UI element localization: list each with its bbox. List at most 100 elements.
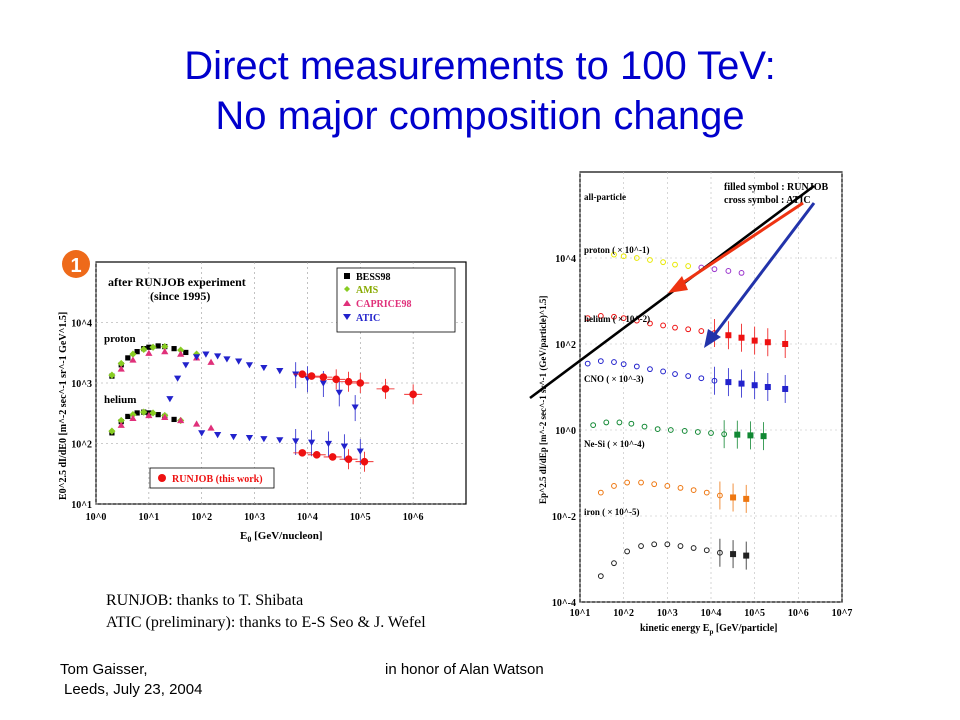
right-point-iron (611, 560, 617, 567)
right-point-cno (616, 419, 623, 426)
red-arrow-head (668, 276, 688, 293)
left-point-caprice98-helium (177, 416, 185, 424)
right-point-all-particle (725, 268, 732, 274)
left-point-caprice98-proton (145, 349, 153, 356)
left-point-runjob-this-work-proton (307, 372, 316, 380)
right-point-all-particle (660, 259, 667, 266)
right-point-iron (597, 573, 604, 580)
left-point-atic-helium (292, 438, 300, 445)
right-point-helium (633, 363, 640, 370)
right-point-iron (638, 543, 644, 549)
right-point-cno (694, 429, 701, 435)
right-x-tick-label: 10^2 (613, 608, 634, 619)
right-point-proton (620, 315, 627, 322)
left-point-bess98-helium (155, 412, 161, 418)
right-point-helium (738, 380, 745, 387)
left-point-ams-helium (140, 408, 148, 416)
footer-dedication: in honor of Alan Watson (385, 661, 544, 678)
right-point-helium (584, 360, 591, 367)
left-x-tick-label: 10^3 (244, 512, 265, 523)
right-point-cno (681, 428, 688, 434)
right-y-tick-label: 10^0 (555, 426, 576, 437)
left-point-atic-proton (319, 380, 327, 387)
right-grid (579, 172, 843, 603)
left-point-bess98-helium (171, 416, 177, 423)
badge-label: 1 (70, 255, 81, 277)
right-point-cno (747, 432, 754, 439)
right-y-tick-label: 10^-2 (552, 512, 576, 523)
left-point-atic-helium (245, 435, 254, 442)
right-point-iron (664, 541, 671, 548)
right-point-cno (721, 431, 728, 438)
right-plot-frame (579, 171, 843, 603)
right-point-iron (703, 547, 710, 554)
left-point-bess98-helium (146, 410, 152, 416)
left-legend2-box (149, 467, 275, 489)
right-series-label: CNO ( × 10^-3) (584, 374, 644, 384)
left-point-runjob-this-work-helium (298, 449, 307, 457)
right-point-cno (603, 419, 610, 426)
legend-label-runjob: RUNJOB (this work) (172, 474, 263, 485)
right-tick-labels: 10^1 10^2 10^3 10^4 10^5 10^6 10^7 10^-4 10^-2 10… (552, 254, 853, 619)
right-point-iron (677, 543, 684, 549)
left-x-tick-label: 10^1 (138, 512, 159, 523)
left-point-ams-proton (192, 350, 201, 358)
legend-marker-runjob (158, 474, 166, 482)
left-point-bess98-proton (118, 362, 124, 368)
credits: RUNJOB: thanks to T. Shibata ATIC (preli… (106, 590, 426, 634)
left-point-runjob-this-work-helium (344, 455, 353, 464)
left-point-bess98-proton (146, 344, 152, 350)
footer-event-date: Leeds, July 23, 2004 (64, 681, 203, 698)
right-point-ne-si (638, 479, 644, 486)
left-x-tick-label: 10^4 (297, 512, 318, 523)
left-point-atic-helium (356, 448, 364, 455)
right-point-all-particle (672, 261, 678, 268)
right-point-cno (590, 422, 597, 429)
right-series-label: Ne-Si ( × 10^-4) (584, 439, 645, 449)
right-point-all-particle (611, 251, 617, 258)
right-point-helium (751, 382, 758, 389)
right-x-axis-label: kinetic energy Ep [GeV/particle] (640, 623, 777, 636)
left-y-tick-label: 10^2 (71, 440, 92, 451)
blue-arrow-head (704, 329, 721, 348)
left-point-ams-proton (161, 342, 169, 351)
right-point-all-particle (698, 264, 705, 271)
right-point-proton (711, 330, 718, 336)
legend-label-bess98: BESS98 (356, 272, 390, 283)
left-point-runjob-this-work-proton (381, 385, 390, 393)
left-point-atic-helium (214, 432, 222, 439)
left-point-atic-helium (308, 439, 316, 446)
right-point-helium (685, 373, 692, 379)
right-point-cno (734, 431, 741, 438)
left-point-caprice98-helium (145, 411, 153, 419)
right-x-tick-label: 10^3 (657, 608, 678, 619)
right-point-helium (698, 375, 705, 382)
left-chart-title: after RUNJOB experiment (108, 275, 246, 289)
right-point-helium (620, 361, 627, 368)
left-point-atic-proton (223, 356, 231, 363)
legend-marker-atic (343, 314, 351, 320)
right-point-proton (647, 320, 653, 327)
right-point-ne-si (703, 489, 710, 496)
left-point-caprice98-proton (161, 348, 169, 355)
right-point-helium (597, 358, 604, 365)
left-point-runjob-this-work-proton (356, 379, 365, 387)
right-point-iron (730, 551, 737, 558)
right-point-ne-si (651, 481, 658, 488)
right-point-ne-si (730, 494, 737, 501)
left-point-ams-proton (149, 343, 157, 351)
right-y-tick-label: 10^-4 (552, 598, 576, 609)
left-point-atic-helium (276, 437, 284, 444)
right-point-ne-si (611, 483, 617, 489)
left-x-tick-label: 10^6 (403, 512, 424, 523)
left-point-runjob-this-work-proton (319, 373, 328, 381)
left-point-atic-helium (340, 443, 348, 450)
left-point-runjob-this-work-proton (298, 370, 307, 378)
left-point-ams-helium (161, 411, 169, 420)
left-point-atic-proton (192, 354, 201, 361)
legend-label-caprice98: CAPRICE98 (356, 299, 412, 310)
footer-author: Tom Gaisser, Leeds, July 23, 2004 (60, 660, 202, 700)
left-y-tick-label: 10^3 (71, 379, 92, 390)
left-grid (95, 262, 466, 505)
right-point-proton (764, 339, 771, 346)
